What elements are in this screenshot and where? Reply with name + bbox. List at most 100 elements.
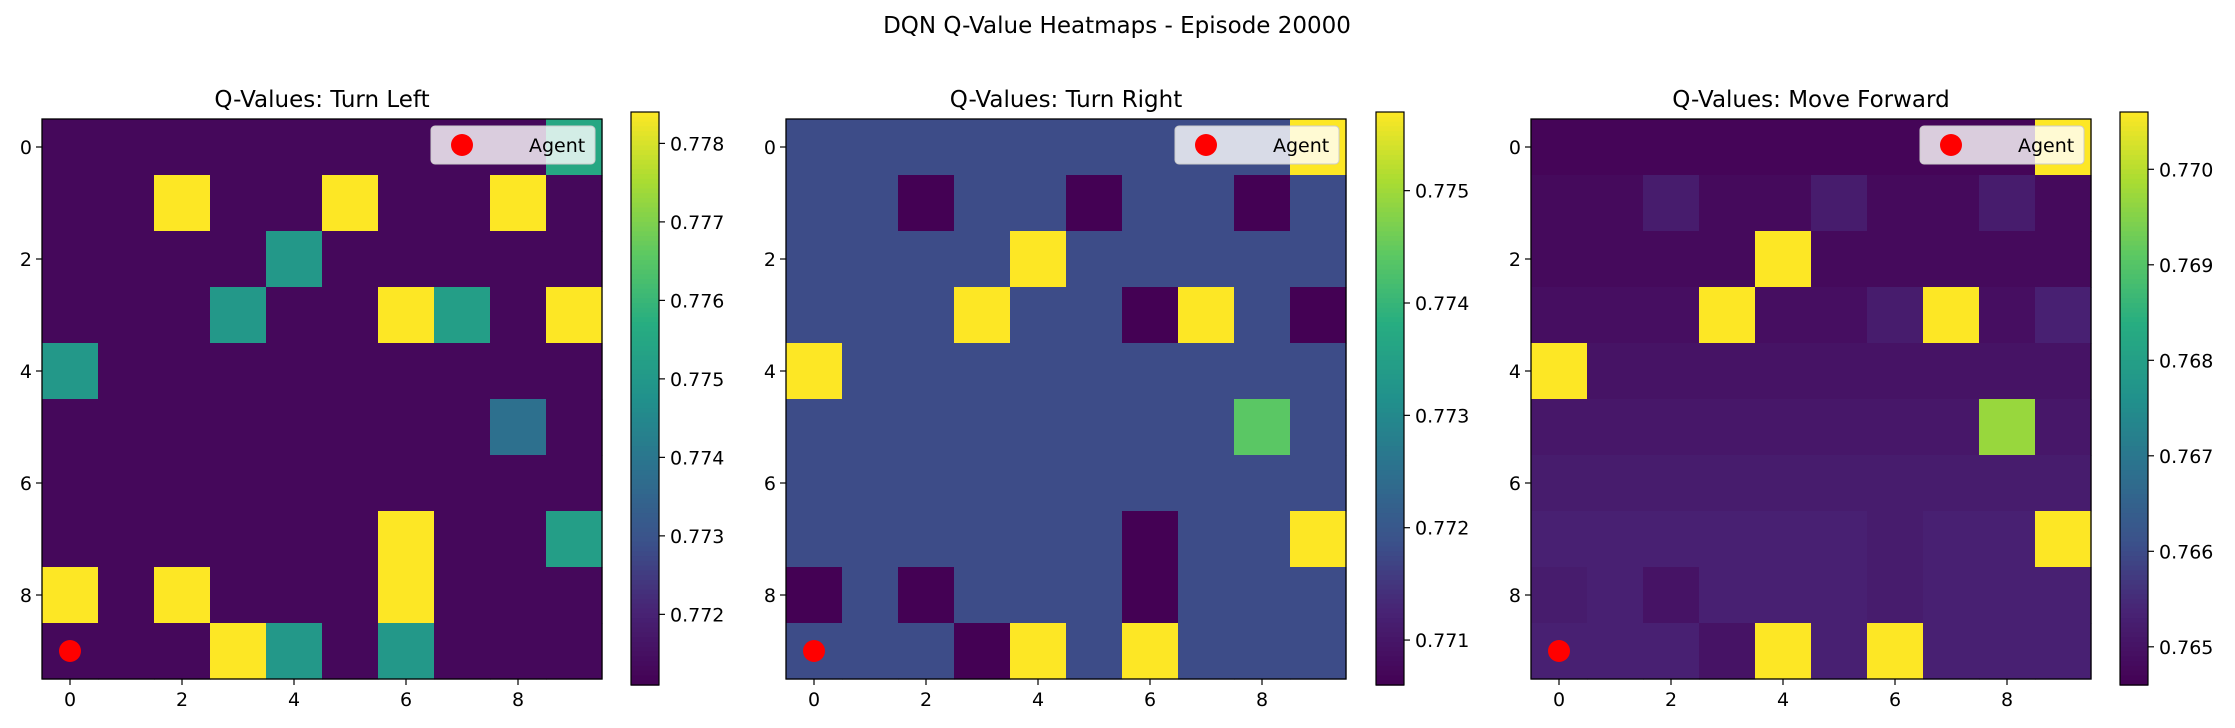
- heatmap-cell: [1290, 231, 1347, 288]
- colorbar-gradient-strip: [1376, 408, 1404, 414]
- colorbar-gradient-strip: [2120, 379, 2148, 385]
- colorbar-gradient-strip: [2120, 150, 2148, 156]
- colorbar-gradient-strip: [1376, 446, 1404, 452]
- colorbar-frame: [630, 111, 660, 686]
- colorbar-gradient-strip: [1376, 303, 1404, 309]
- colorbar-gradient-strip: [1376, 126, 1404, 132]
- heatmap-cell: [154, 231, 211, 288]
- colorbar-gradient-strip: [2120, 532, 2148, 538]
- colorbar-gradient-strip: [631, 541, 659, 548]
- colorbar-gradient-strip: [1376, 665, 1404, 672]
- colorbar-gradient-strip: [631, 594, 659, 600]
- colorbar-gradient-strip: [1376, 212, 1404, 218]
- colorbar-gradient-strip: [2120, 183, 2148, 190]
- heatmap-cell: [1867, 623, 1924, 680]
- heatmap-cell: [1531, 511, 1588, 568]
- heatmap-cell: [378, 399, 435, 456]
- heatmap-cell: [322, 287, 379, 344]
- colorbar-gradient-strip: [2120, 455, 2148, 462]
- heatmap-cell: [1643, 567, 1700, 624]
- colorbar-gradient-strip: [631, 221, 659, 228]
- colorbar-gradient-strip: [631, 298, 659, 304]
- colorbar-gradient-strip: [1376, 398, 1404, 404]
- colorbar-gradient-strip: [631, 556, 659, 562]
- heatmap-cell: [1178, 455, 1235, 512]
- colorbar-gradient-strip: [1376, 369, 1404, 376]
- colorbar-gradient-strip: [1376, 513, 1404, 519]
- colorbar-gradient-strip: [2120, 484, 2148, 490]
- colorbar-gradient-strip: [2120, 670, 2148, 677]
- colorbar-gradient-strip: [631, 575, 659, 581]
- colorbar-gradient-strip: [631, 112, 659, 118]
- colorbar-gradient-strip: [1376, 379, 1404, 385]
- heatmap-cell: [1755, 175, 1812, 232]
- colorbar-gradient-strip: [2120, 474, 2148, 481]
- figure-title: DQN Q-Value Heatmaps - Episode 20000: [883, 13, 1351, 39]
- heatmap-cell: [1867, 231, 1924, 288]
- colorbar-gradient-strip: [2120, 637, 2148, 643]
- colorbar-gradient-strip: [1376, 307, 1404, 314]
- colorbar-gradient-strip: [1376, 131, 1404, 137]
- heatmap-cell: [98, 119, 155, 176]
- heatmap-cell: [1290, 399, 1347, 456]
- heatmap-cell: [786, 231, 843, 288]
- heatmap-cell: [1234, 399, 1291, 456]
- heatmap-cell: [898, 455, 955, 512]
- colorbar-gradient-strip: [2120, 255, 2148, 261]
- x-tick-label: 8: [512, 689, 524, 711]
- colorbar-gradient-strip: [631, 322, 659, 328]
- colorbar-gradient-strip: [631, 379, 659, 385]
- colorbar-gradient-strip: [2120, 312, 2148, 319]
- colorbar-gradient-strip: [631, 303, 659, 309]
- heatmap-cell: [1979, 455, 2036, 512]
- colorbar-gradient-strip: [2120, 498, 2148, 505]
- heatmap-cell: [1811, 343, 1868, 400]
- colorbar-gradient-strip: [2120, 517, 2148, 524]
- heatmap-cell: [1010, 119, 1067, 176]
- heatmap-cell: [154, 287, 211, 344]
- heatmap-cell: [1979, 343, 2036, 400]
- heatmap-cell: [1234, 287, 1291, 344]
- colorbar-gradient-strip: [1376, 322, 1404, 328]
- colorbar-gradient-strip: [2120, 556, 2148, 562]
- heatmap-cell: [1066, 231, 1123, 288]
- heatmap-cell: [2035, 399, 2092, 456]
- legend-box: [430, 125, 596, 165]
- colorbar-gradient-strip: [2120, 178, 2148, 185]
- colorbar-gradient-strip: [2120, 202, 2148, 209]
- heatmap-cell: [1979, 231, 2036, 288]
- heatmap-cell: [1122, 399, 1179, 456]
- colorbar-gradient-strip: [631, 140, 659, 147]
- colorbar-gradient-strip: [631, 326, 659, 333]
- colorbar-gradient-strip: [2120, 403, 2148, 409]
- colorbar-gradient-strip: [631, 474, 659, 481]
- colorbar-gradient-strip: [2120, 188, 2148, 194]
- colorbar-gradient-strip: [2120, 422, 2148, 428]
- colorbar-gradient-strip: [631, 331, 659, 338]
- heatmap-cell: [898, 567, 955, 624]
- heatmap-cell: [322, 175, 379, 232]
- colorbar-gradient-strip: [631, 479, 659, 486]
- heatmap-cell: [842, 455, 899, 512]
- colorbar-gradient-strip: [631, 675, 659, 681]
- colorbar-gradient-strip: [631, 307, 659, 314]
- heatmap-cell: [266, 399, 323, 456]
- colorbar-tick-label: 0.765: [2159, 637, 2213, 659]
- heatmap-cell: [434, 623, 491, 680]
- colorbar-gradient-strip: [2120, 613, 2148, 619]
- heatmap-cell: [434, 567, 491, 624]
- colorbar-gradient-strip: [1376, 312, 1404, 319]
- colorbar-gradient-strip: [2120, 217, 2148, 223]
- colorbar-gradient-strip: [631, 446, 659, 452]
- heatmap-cell: [210, 119, 267, 176]
- plot-frame: [785, 118, 1347, 680]
- heatmap-cell: [154, 343, 211, 400]
- colorbar-gradient-strip: [631, 665, 659, 672]
- colorbar-gradient-strip: [2120, 427, 2148, 433]
- colorbar-gradient-strip: [1376, 575, 1404, 581]
- heatmap-cell: [1290, 567, 1347, 624]
- heatmap-cell: [1122, 287, 1179, 344]
- colorbar-gradient-strip: [631, 551, 659, 557]
- heatmap-cell: [42, 567, 99, 624]
- heatmap-cell: [842, 231, 899, 288]
